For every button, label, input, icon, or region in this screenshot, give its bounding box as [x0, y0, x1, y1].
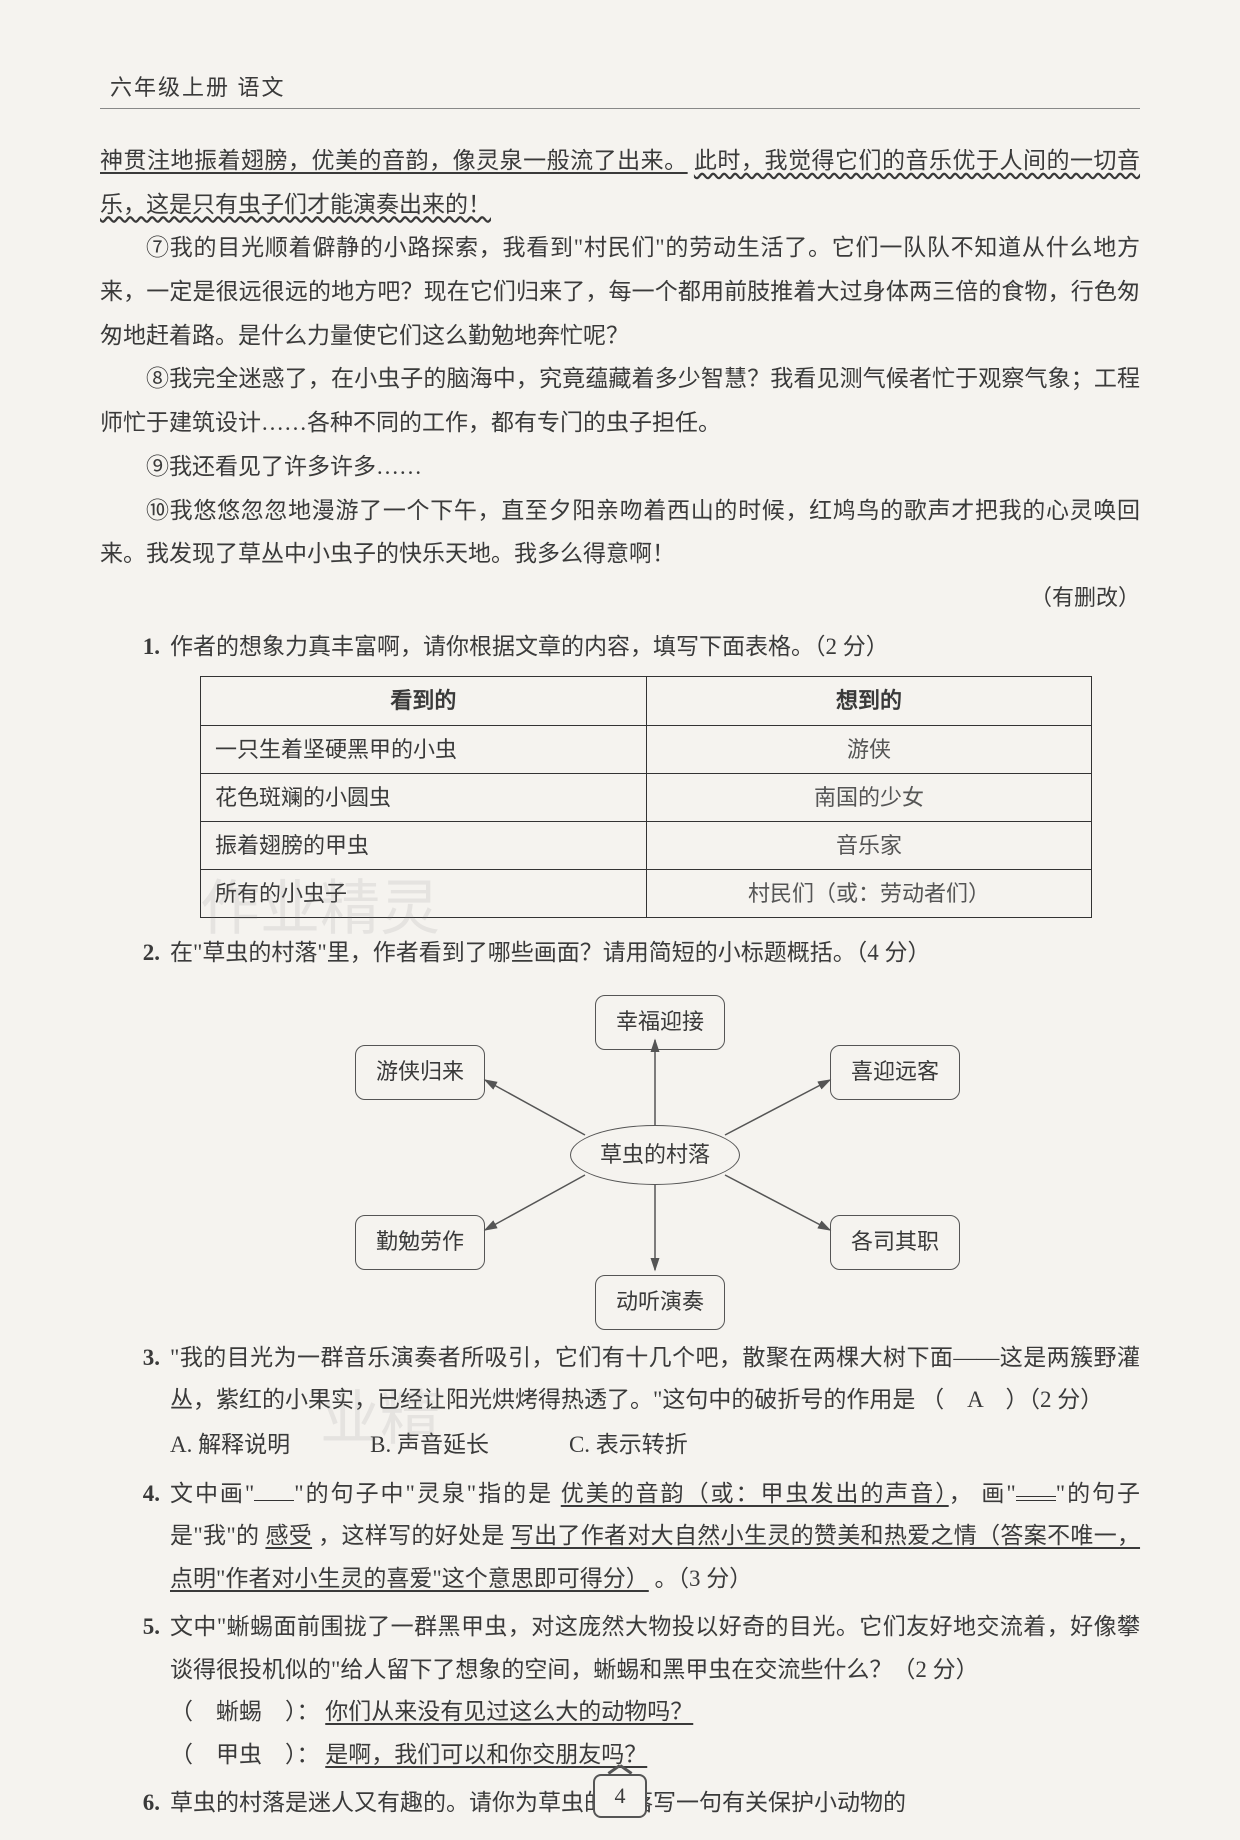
q4-text: 文中画": [170, 1481, 254, 1506]
node-bottom: 动听演奏: [595, 1275, 725, 1330]
table-cell: 村民们（或：劳动者们）: [646, 870, 1092, 918]
q1-table: 看到的 想到的 一只生着坚硬黑甲的小虫游侠 花色斑斓的小圆虫南国的少女 振着翅膀…: [200, 676, 1092, 918]
para-10: ⑩我悠悠忽忽地漫游了一个下午，直至夕阳亲吻着西山的时候，红鸠鸟的歌声才把我的心灵…: [100, 489, 1140, 576]
q2-number: 2.: [100, 932, 170, 1331]
q6-prompt: 草虫的村落是迷人又有趣的。请你为草虫的村落写一句有关保护小动物的: [170, 1782, 1140, 1825]
table-cell: 南国的少女: [646, 773, 1092, 821]
q1-prompt: 作者的想象力真丰富啊，请你根据文章的内容，填写下面表格。（2 分）: [170, 626, 1140, 669]
q5-beetle-ans: 是啊，我们可以和你交朋友吗？: [325, 1742, 647, 1767]
para-9: ⑨我还看见了许多许多……: [100, 445, 1140, 489]
q5-number: 5.: [100, 1606, 170, 1776]
q5-lizard-ans: 你们从来没有见过这么大的动物吗？: [325, 1699, 693, 1724]
q1-th-think: 想到的: [646, 677, 1092, 725]
node-tl: 游侠归来: [355, 1045, 485, 1100]
q3-answer-paren: （ A ）（2 分）: [921, 1379, 1103, 1422]
q4-text: 画": [981, 1481, 1015, 1506]
q5-lizard-label: （ 蜥蜴 ）：: [170, 1699, 320, 1724]
q3-opt-c: C. 表示转折: [569, 1424, 688, 1467]
table-cell: 一只生着坚硬黑甲的小虫: [201, 725, 647, 773]
q4-body: 文中画""的句子中"灵泉"指的是 优美的音韵（或：甲虫发出的声音）， 画""的句…: [170, 1473, 1140, 1601]
table-cell: 音乐家: [646, 821, 1092, 869]
q4-text: "的句子中"灵泉"指的是: [294, 1481, 560, 1506]
table-cell: 花色斑斓的小圆虫: [201, 773, 647, 821]
table-cell: 振着翅膀的甲虫: [201, 821, 647, 869]
q2-diagram: 草虫的村落 幸福迎接 游侠归来 喜迎远客 勤勉劳作 各司其职 动听演奏: [275, 985, 1035, 1325]
q6-number: 6.: [100, 1782, 170, 1825]
table-cell: 游侠: [646, 725, 1092, 773]
q4-number: 4.: [100, 1473, 170, 1601]
para-7: ⑦我的目光顺着僻静的小路探索，我看到"村民们"的劳动生活了。它们一队队不知道从什…: [100, 226, 1140, 357]
q4-text: ，这样写的好处是: [312, 1523, 511, 1548]
q4-ans1: 优美的音韵（或：甲虫发出的声音）: [561, 1481, 949, 1506]
underline-solid: 神贯注地振着翅膀，优美的音韵，像灵泉一般流了出来。: [100, 148, 688, 173]
page-number: 4: [615, 1783, 626, 1809]
q4-ans2: 感受: [265, 1523, 312, 1548]
page-number-frame: 4: [593, 1774, 647, 1818]
q3-number: 3.: [100, 1337, 170, 1467]
q5-prompt: 文中"蜥蜴面前围拢了一群黑甲虫，对这庞然大物投以好奇的目光。它们友好地交流着，好…: [170, 1606, 1140, 1691]
node-br: 各司其职: [830, 1215, 960, 1270]
reading-passage: 神贯注地振着翅膀，优美的音韵，像灵泉一般流了出来。 此时，我觉得它们的音乐优于人…: [100, 139, 1140, 576]
q1-th-see: 看到的: [201, 677, 647, 725]
para-8: ⑧我完全迷惑了，在小虫子的脑海中，究竟蕴藏着多少智慧？我看见测气候者忙于观察气象…: [100, 357, 1140, 444]
q3-opt-b: B. 声音延长: [370, 1424, 489, 1467]
q5-beetle-label: （ 甲虫 ）：: [170, 1742, 320, 1767]
q3-opt-a: A. 解释说明: [170, 1424, 290, 1467]
node-tr: 喜迎远客: [830, 1045, 960, 1100]
diagram-center: 草虫的村落: [570, 1125, 740, 1185]
q2-prompt: 在"草虫的村落"里，作者看到了哪些画面？请用简短的小标题概括。（4 分）: [170, 932, 1140, 975]
q4-text: ，: [949, 1481, 974, 1506]
page-header: 六年级上册 语文: [100, 70, 1140, 109]
node-top: 幸福迎接: [595, 995, 725, 1050]
table-cell: 所有的小虫子: [201, 870, 647, 918]
q1-number: 1.: [100, 626, 170, 926]
q4-text: 。（3 分）: [649, 1566, 753, 1591]
source-note: （有删改）: [100, 580, 1140, 612]
node-bl: 勤勉劳作: [355, 1215, 485, 1270]
